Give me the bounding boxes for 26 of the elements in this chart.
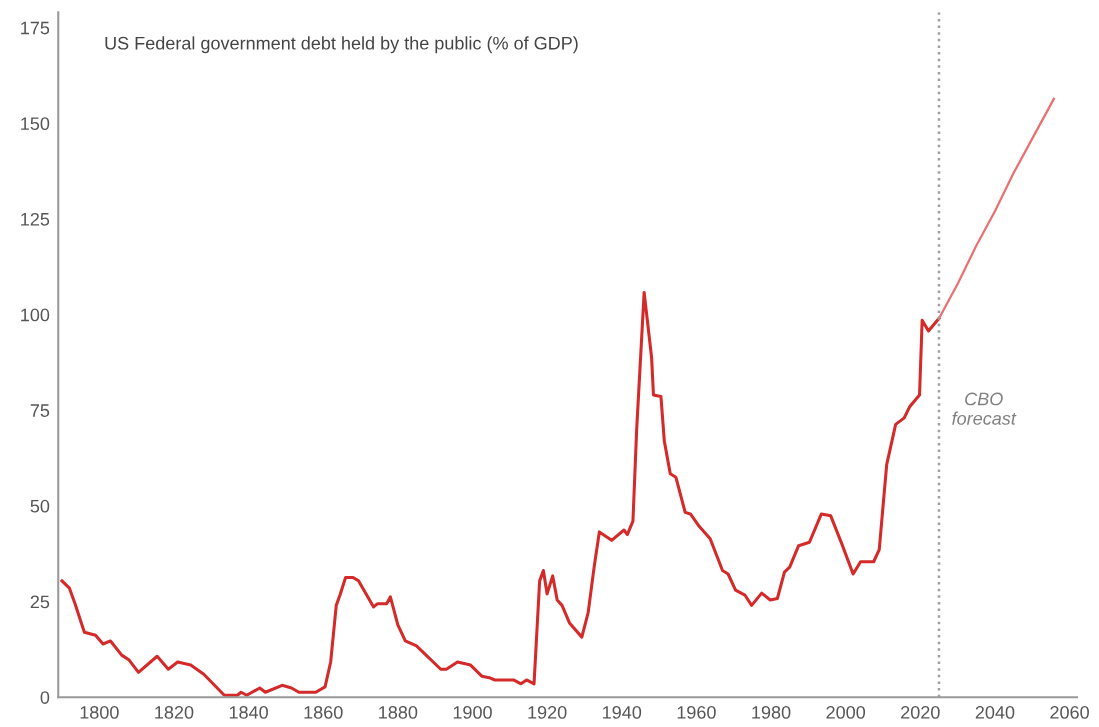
y-tick-label: 125 (21, 212, 50, 226)
x-tick-label: 1860 (304, 706, 343, 719)
ref-line-label: CBO forecast (952, 392, 1017, 425)
x-tick-label: 1880 (379, 706, 418, 719)
line-series (937, 97, 1055, 320)
x-tick-label: 1980 (752, 706, 791, 719)
y-tick-label: 0 (40, 691, 50, 704)
x-tick-label: 1920 (528, 706, 567, 719)
x-tick-label: 2000 (826, 706, 866, 719)
line-series (60, 290, 941, 697)
x-tick-label: 1820 (155, 706, 194, 719)
x-tick-label: 2040 (975, 706, 1015, 719)
x-tick-label: 1800 (80, 706, 119, 719)
x-tick-label: 2020 (901, 706, 940, 719)
x-tick-label: 1960 (677, 706, 716, 719)
x-tick-label: 1940 (603, 706, 642, 719)
y-tick-label: 100 (21, 308, 50, 322)
y-tick-label: 75 (30, 404, 50, 417)
x-tick-label: 1840 (229, 706, 268, 719)
x-tick-label: 2060 (1050, 706, 1089, 719)
y-tick-label: 50 (30, 499, 50, 513)
y-tick-label: 150 (21, 117, 50, 131)
text: US Federal government debt held by the public (% of GDP) (105, 36, 578, 54)
y-tick-label: 25 (30, 595, 50, 609)
x-tick-label: 1900 (453, 706, 492, 719)
y-tick-label: 175 (21, 21, 50, 35)
